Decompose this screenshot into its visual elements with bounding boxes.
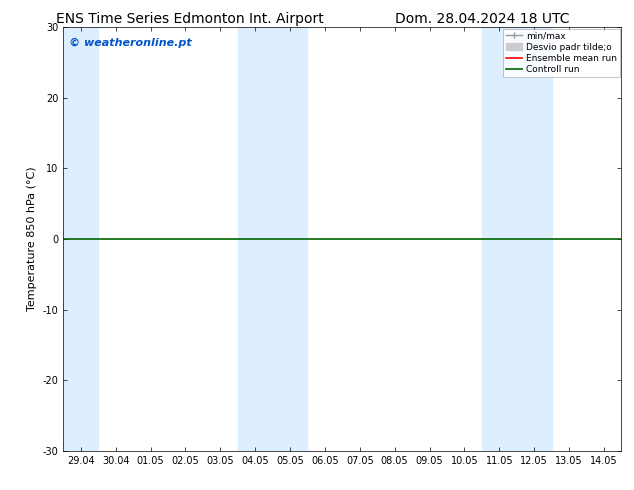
Text: Dom. 28.04.2024 18 UTC: Dom. 28.04.2024 18 UTC [394, 12, 569, 26]
Y-axis label: Temperature 850 hPa (°C): Temperature 850 hPa (°C) [27, 167, 37, 311]
Legend: min/max, Desvio padr tilde;o, Ensemble mean run, Controll run: min/max, Desvio padr tilde;o, Ensemble m… [503, 29, 619, 77]
Bar [63, 27, 98, 451]
Bar [482, 27, 552, 451]
Text: ENS Time Series Edmonton Int. Airport: ENS Time Series Edmonton Int. Airport [56, 12, 324, 26]
Text: © weatheronline.pt: © weatheronline.pt [69, 38, 191, 48]
Bar [238, 27, 307, 451]
